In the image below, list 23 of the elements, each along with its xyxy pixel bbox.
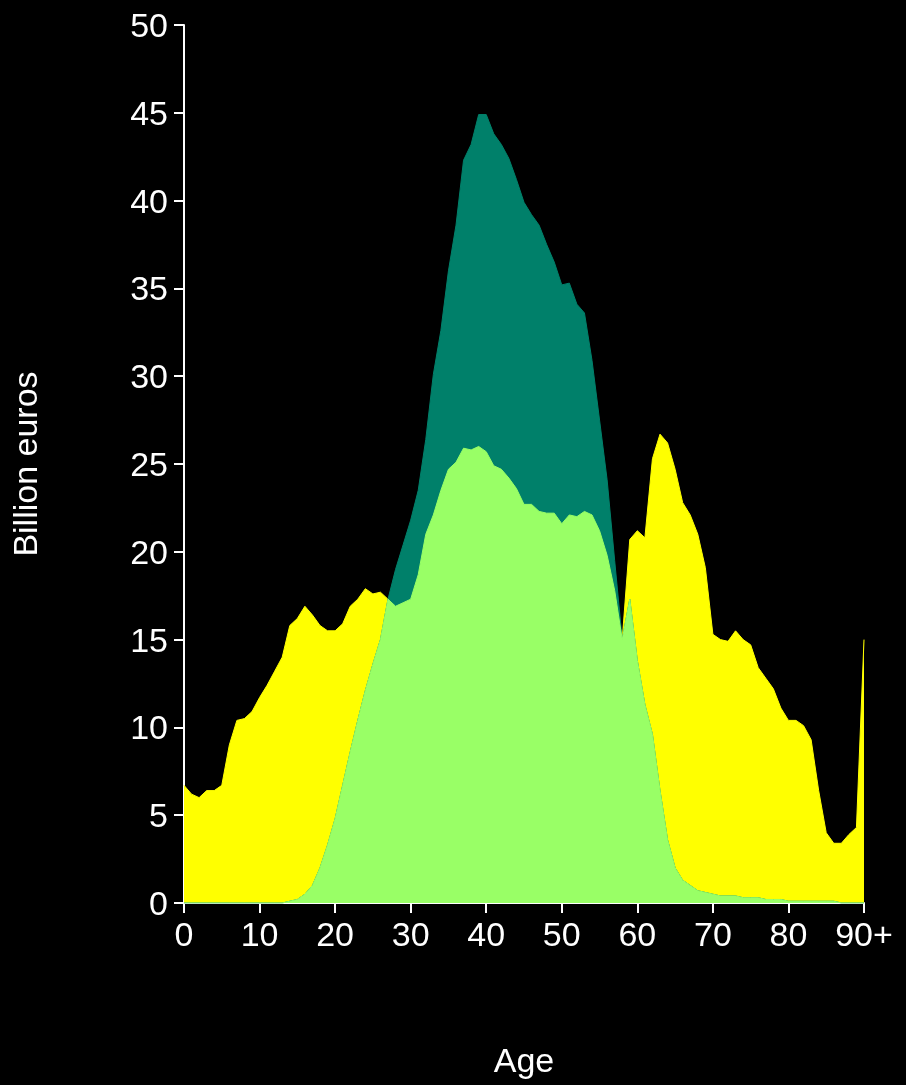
y-tick-label: 20 (130, 532, 168, 571)
x-tick-label: 70 (693, 915, 732, 953)
y-tick-label: 35 (130, 269, 168, 308)
x-tick-label: 10 (240, 915, 279, 953)
x-tick-label: 80 (769, 915, 808, 953)
y-axis-title: Billion euros (6, 371, 44, 557)
x-tick-label: 60 (618, 915, 657, 953)
y-tick-label: 40 (130, 181, 168, 220)
x-tick-label: 30 (391, 915, 430, 953)
y-tick-label: 30 (130, 357, 168, 396)
x-axis-title: Age (493, 1041, 555, 1079)
x-tick-label: 90+ (835, 915, 893, 953)
x-tick-label: 0 (174, 915, 194, 953)
y-tick-label: 45 (130, 93, 168, 132)
y-tick-label: 15 (130, 620, 168, 659)
x-tick-label: 40 (467, 915, 506, 953)
y-tick-label: 10 (130, 708, 168, 747)
y-tick-label: 5 (149, 796, 168, 835)
x-tick-label: 50 (542, 915, 581, 953)
y-tick-label: 25 (130, 445, 168, 483)
y-tick-label: 0 (149, 884, 168, 922)
x-tick-label: 20 (316, 915, 355, 953)
y-tick-label: 50 (130, 6, 168, 44)
